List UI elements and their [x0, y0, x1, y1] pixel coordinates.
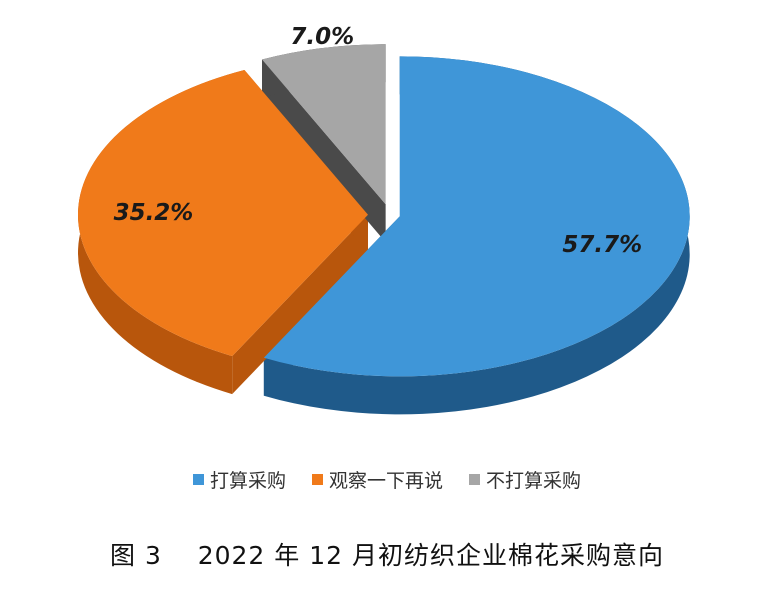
pie-slice — [78, 69, 369, 357]
legend-label: 不打算采购 — [486, 470, 582, 492]
pie-slice — [262, 44, 386, 205]
pie-data-label: 57.7% — [562, 232, 642, 258]
legend: 打算采购 观察一下再说 不打算采购 — [0, 466, 774, 493]
pie-data-label: 35.2% — [114, 200, 194, 226]
pie-slice-wall — [232, 214, 369, 395]
legend-swatch — [311, 474, 323, 485]
pie-slice — [263, 56, 690, 377]
legend-label: 打算采购 — [209, 470, 286, 492]
pie-tops — [78, 44, 690, 377]
legend-item: 观察一下再说 — [311, 466, 443, 493]
figure-caption: 图 3 2022 年 12 月初纺织企业棉花采购意向 — [0, 536, 774, 572]
figure-title: 2022 年 12 月初纺织企业棉花采购意向 — [197, 541, 664, 570]
figure-number: 图 3 — [110, 541, 162, 570]
legend-label: 观察一下再说 — [328, 470, 443, 492]
pie-chart: 57.7% 35.2% 7.0% — [78, 24, 690, 415]
pie-slice-wall — [262, 59, 386, 243]
legend-item: 不打算采购 — [469, 466, 581, 493]
pie-data-label: 7.0% — [290, 24, 354, 50]
legend-swatch — [469, 474, 480, 485]
legend-swatch — [192, 474, 204, 485]
pie-slice-rim — [263, 56, 690, 415]
legend-item: 打算采购 — [192, 466, 286, 493]
pie-data-labels: 57.7% 35.2% 7.0% — [114, 24, 643, 258]
